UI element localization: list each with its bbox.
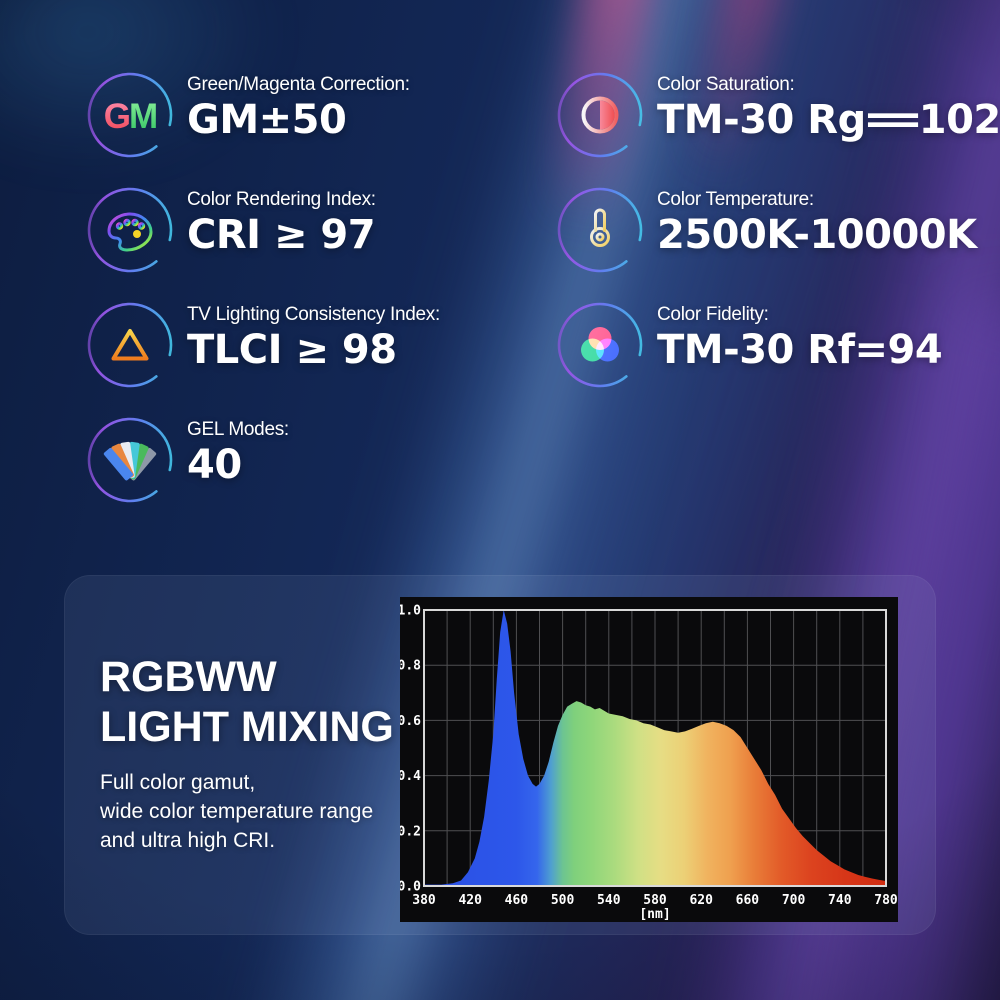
- spectrum-area: [424, 610, 886, 885]
- panel-description: Full color gamut, wide color temperature…: [100, 768, 400, 855]
- spec-text: Color Fidelity: TM-30 Rf=94: [657, 300, 943, 373]
- x-tick-label: 620: [689, 893, 713, 908]
- spec-item-color-rendering-index: Color Rendering Index: CRI ≥ 97: [85, 185, 376, 275]
- palette-icon: [87, 187, 173, 273]
- feature-panel-copy: RGBWW LIGHT MIXING Full color gamut, wid…: [100, 652, 400, 855]
- triangle-icon: [87, 302, 173, 388]
- spec-item-color-temperature: Color Temperature: 2500K-10000K: [555, 185, 977, 275]
- gel-fan-icon: [87, 417, 173, 503]
- x-axis-unit-label: [nm]: [639, 907, 670, 922]
- spec-value: CRI ≥ 97: [187, 212, 376, 258]
- gm-badge-icon: GM: [87, 72, 173, 158]
- svg-text:GM: GM: [104, 97, 156, 136]
- panel-heading-line1: RGBWW: [100, 653, 277, 701]
- y-tick-label: 0.8: [400, 659, 421, 674]
- x-tick-label: 580: [643, 893, 667, 908]
- spec-label: GEL Modes:: [187, 419, 289, 440]
- x-tick-label: 700: [782, 893, 806, 908]
- y-tick-label: 0.2: [400, 824, 421, 839]
- wide-equals: =: [859, 97, 926, 143]
- plot-frame: [423, 609, 887, 887]
- spec-text: Color Saturation: TM-30 Rg=102: [657, 70, 1000, 143]
- spec-text: Green/Magenta Correction: GM±50: [187, 70, 410, 143]
- spectrum-chart-container: 0.0 0.2 0.4 0.6 0.8 1.0 380 420 460 500 540 580 620…: [398, 597, 898, 922]
- spec-item-tv-lighting-consistency-index: TV Lighting Consistency Index: TLCI ≥ 98: [85, 300, 440, 390]
- panel-heading: RGBWW LIGHT MIXING: [100, 652, 400, 752]
- spec-item-color-fidelity: Color Fidelity: TM-30 Rf=94: [555, 300, 943, 390]
- panel-description-line: Full color gamut,: [100, 771, 256, 794]
- y-tick-label: 0.0: [400, 880, 421, 895]
- spec-item-green-magenta-correction: GM Green/Magenta Correction: GM±50: [85, 70, 410, 160]
- spec-text: GEL Modes: 40: [187, 415, 289, 488]
- x-tick-label: 500: [551, 893, 575, 908]
- spec-label: Color Saturation:: [657, 74, 795, 95]
- x-tick-label: 740: [828, 893, 852, 908]
- x-tick-label: 460: [505, 893, 529, 908]
- y-tick-label: 1.0: [400, 604, 421, 619]
- spec-value: 40: [187, 442, 242, 488]
- panel-heading-line2: LIGHT MIXING: [100, 703, 394, 751]
- rgb-circles-icon: [557, 302, 643, 388]
- spec-value: TLCI ≥ 98: [187, 327, 397, 373]
- y-axis-tick-labels: 0.0 0.2 0.4 0.6 0.8 1.0: [398, 604, 422, 895]
- x-tick-label: 380: [412, 893, 436, 908]
- spec-text: Color Temperature: 2500K-10000K: [657, 185, 977, 258]
- spec-value: TM-30 Rf=94: [657, 327, 943, 373]
- gm-letter-m: M: [129, 97, 156, 136]
- x-axis-tick-labels: 380 420 460 500 540 580 620 660 700 740 780: [412, 893, 898, 908]
- x-tick-label: 540: [597, 893, 621, 908]
- x-tick-label: 420: [458, 893, 482, 908]
- x-tick-label: 780: [874, 893, 898, 908]
- thermometer-icon: [557, 187, 643, 273]
- panel-description-line: wide color temperature range: [100, 800, 374, 823]
- spec-label: Color Fidelity:: [657, 304, 769, 325]
- x-tick-label: 660: [736, 893, 760, 908]
- panel-description-line: and ultra high CRI.: [100, 829, 276, 852]
- spec-label: Color Temperature:: [657, 189, 814, 210]
- spec-value: 2500K-10000K: [657, 212, 977, 258]
- spec-item-gel-modes: GEL Modes: 40: [85, 415, 289, 505]
- gm-letter-g: G: [104, 97, 130, 136]
- spec-value: TM-30 Rg=102: [657, 97, 1000, 143]
- spectrum-chart: 0.0 0.2 0.4 0.6 0.8 1.0 380 420 460 500 540 580 620…: [398, 597, 898, 922]
- saturation-icon: [557, 72, 643, 158]
- y-tick-label: 0.6: [400, 714, 421, 729]
- spec-value: GM±50: [187, 97, 347, 143]
- spec-label: TV Lighting Consistency Index:: [187, 304, 440, 325]
- y-tick-label: 0.4: [400, 769, 421, 784]
- spec-item-color-saturation: Color Saturation: TM-30 Rg=102: [555, 70, 1000, 160]
- spec-label: Color Rendering Index:: [187, 189, 376, 210]
- spec-label: Green/Magenta Correction:: [187, 74, 410, 95]
- spec-text: Color Rendering Index: CRI ≥ 97: [187, 185, 376, 258]
- spec-text: TV Lighting Consistency Index: TLCI ≥ 98: [187, 300, 440, 373]
